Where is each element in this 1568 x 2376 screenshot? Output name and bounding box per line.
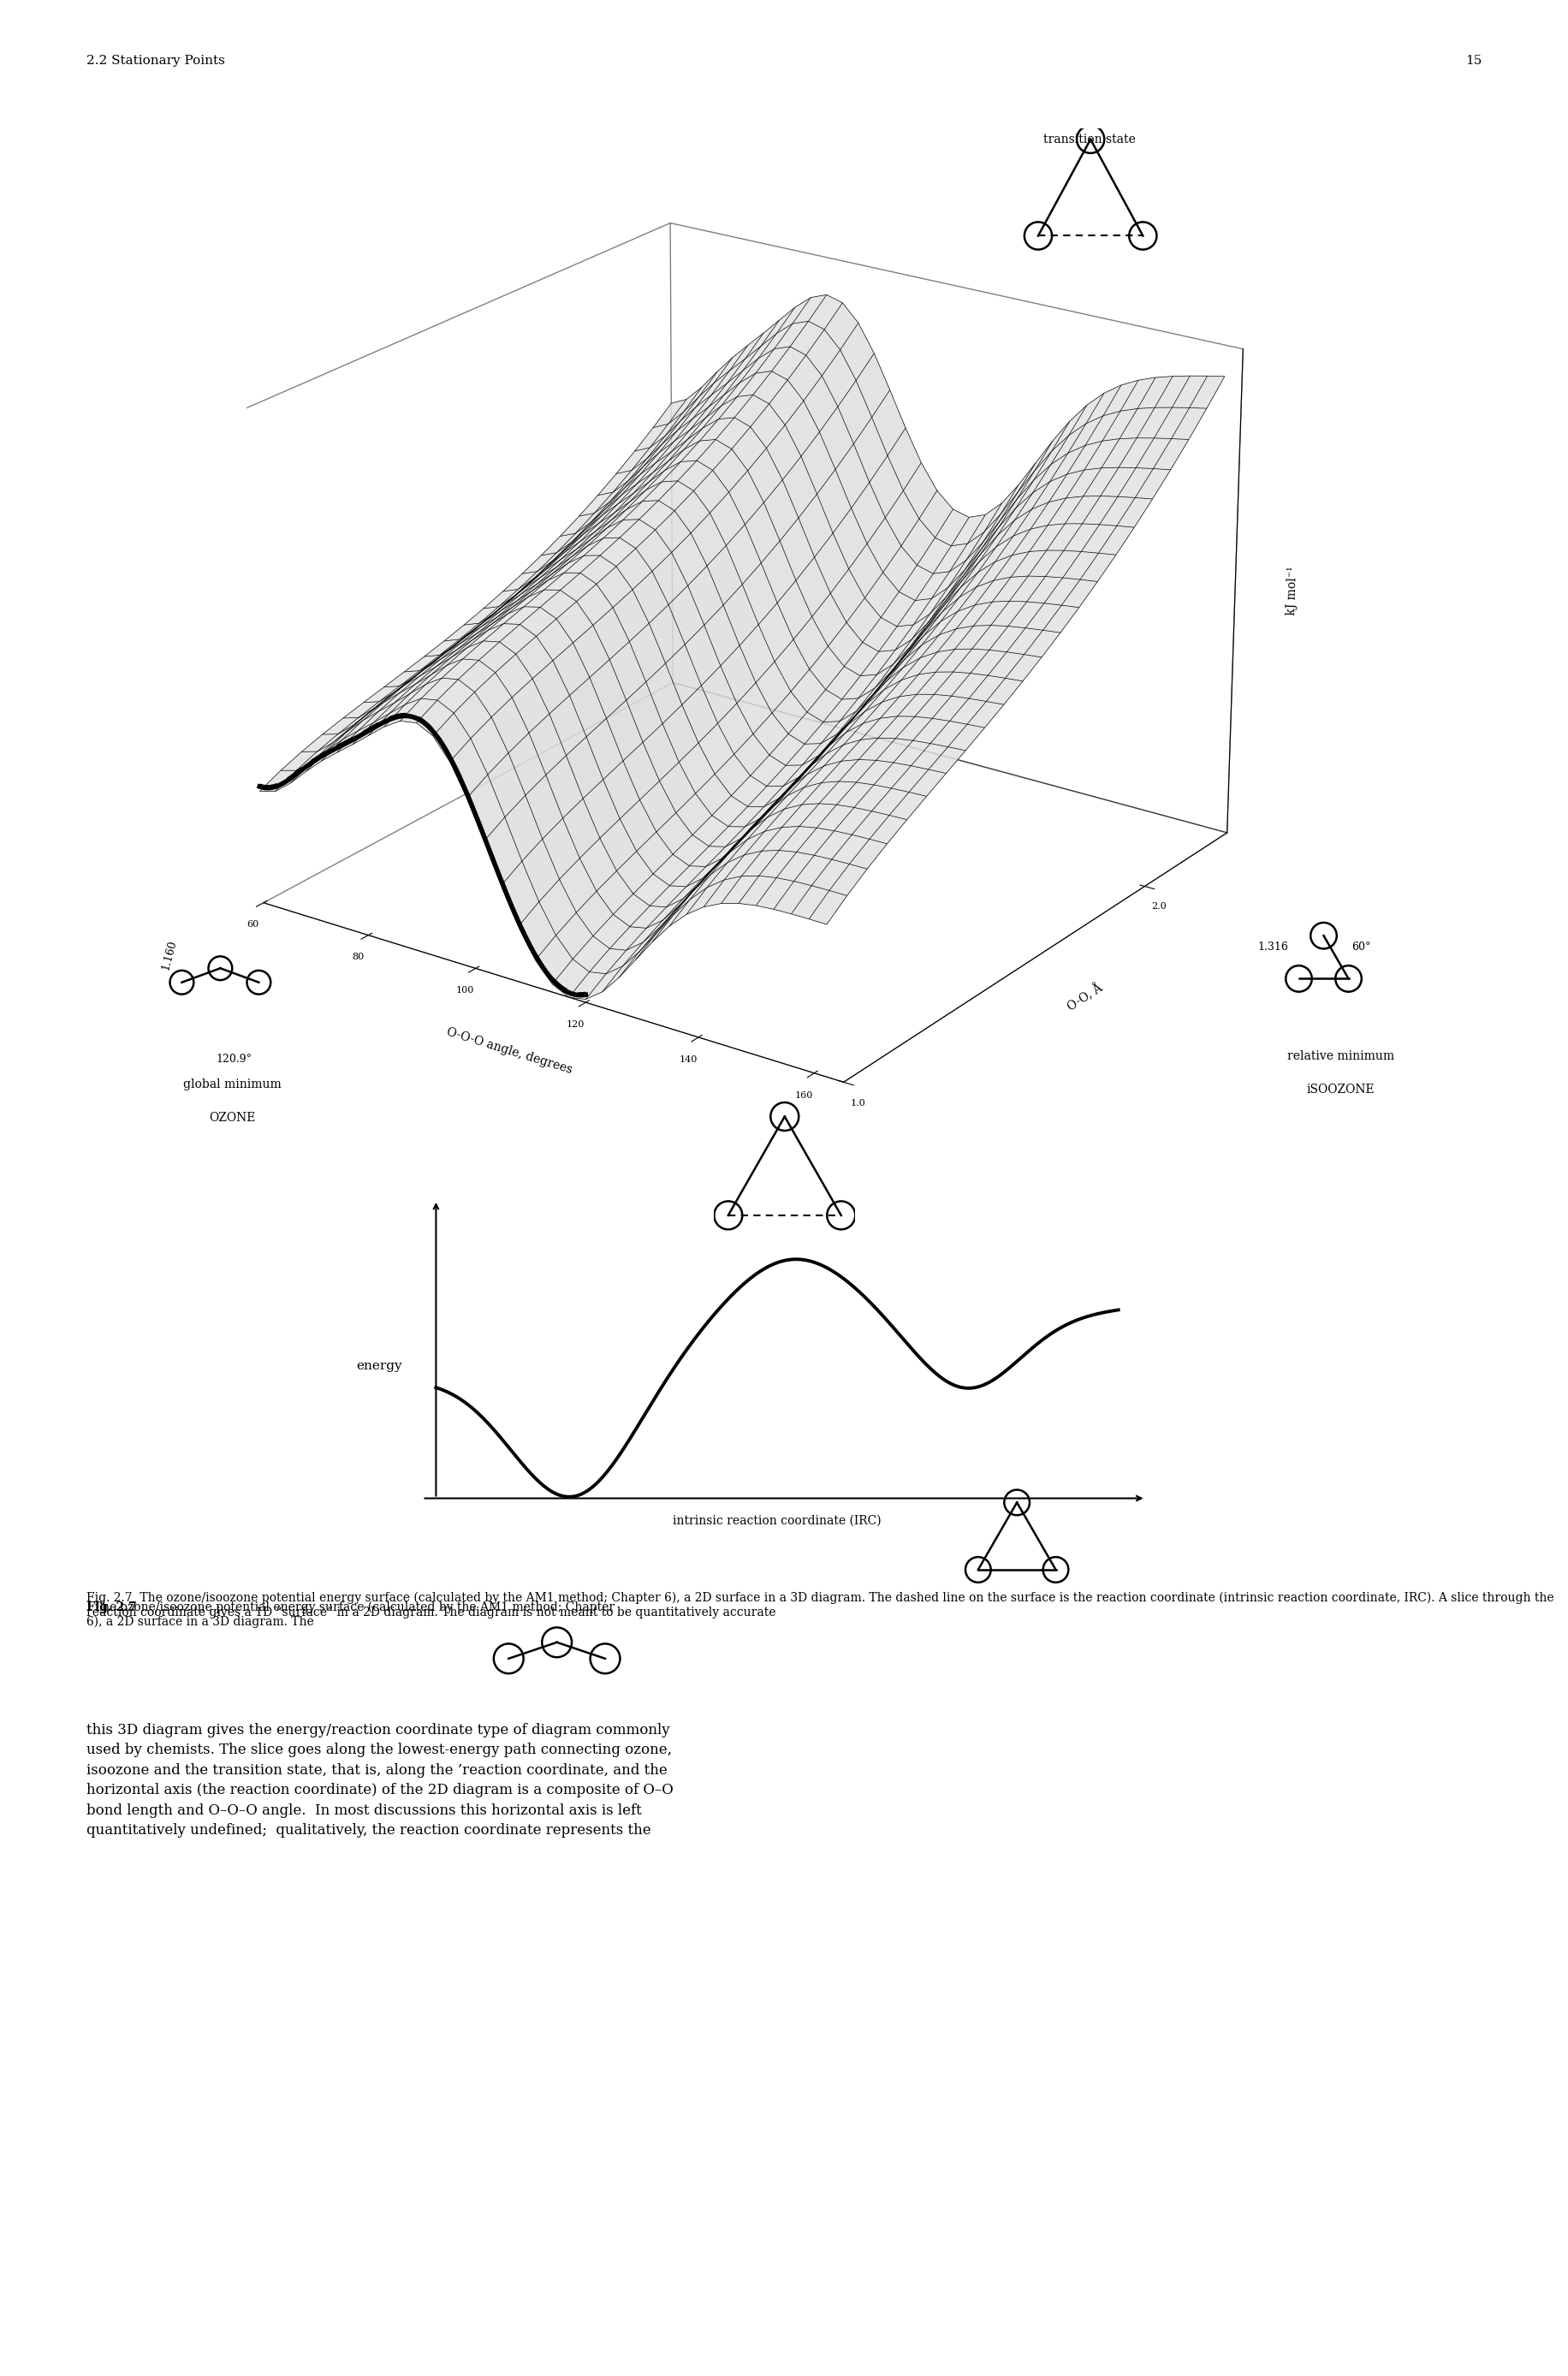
Text: 1.160: 1.160 xyxy=(160,939,179,972)
Text: energy: energy xyxy=(356,1359,401,1373)
Text: 60°: 60° xyxy=(1352,941,1370,953)
Text: Fig. 2.7  The ozone/isoozone potential energy surface (calculated by the AM1 met: Fig. 2.7 The ozone/isoozone potential en… xyxy=(86,1592,1554,1618)
Text: intrinsic reaction coordinate (IRC): intrinsic reaction coordinate (IRC) xyxy=(673,1516,881,1528)
Text: relative minimum: relative minimum xyxy=(1287,1050,1394,1062)
Text: global minimum: global minimum xyxy=(183,1079,281,1091)
Y-axis label: O-O, Å: O-O, Å xyxy=(1065,981,1105,1015)
Text: transition state: transition state xyxy=(1044,133,1135,145)
Text: 2.2 Stationary Points: 2.2 Stationary Points xyxy=(86,55,224,67)
Text: this 3D diagram gives the energy/reaction coordinate type of diagram commonly
us: this 3D diagram gives the energy/reactio… xyxy=(86,1723,673,1837)
Text: iSOOZONE: iSOOZONE xyxy=(1306,1083,1375,1095)
Text: 120.9°: 120.9° xyxy=(216,1053,252,1064)
Text: The ozone/isoozone potential energy surface (calculated by the AM1 method; Chapt: The ozone/isoozone potential energy surf… xyxy=(86,1601,615,1628)
Text: 15: 15 xyxy=(1465,55,1482,67)
Text: OZONE: OZONE xyxy=(209,1112,256,1124)
Text: 1.316: 1.316 xyxy=(1258,941,1289,953)
Text: Fig. 2.7: Fig. 2.7 xyxy=(86,1601,136,1613)
X-axis label: O-O-O angle, degrees: O-O-O angle, degrees xyxy=(445,1026,574,1076)
